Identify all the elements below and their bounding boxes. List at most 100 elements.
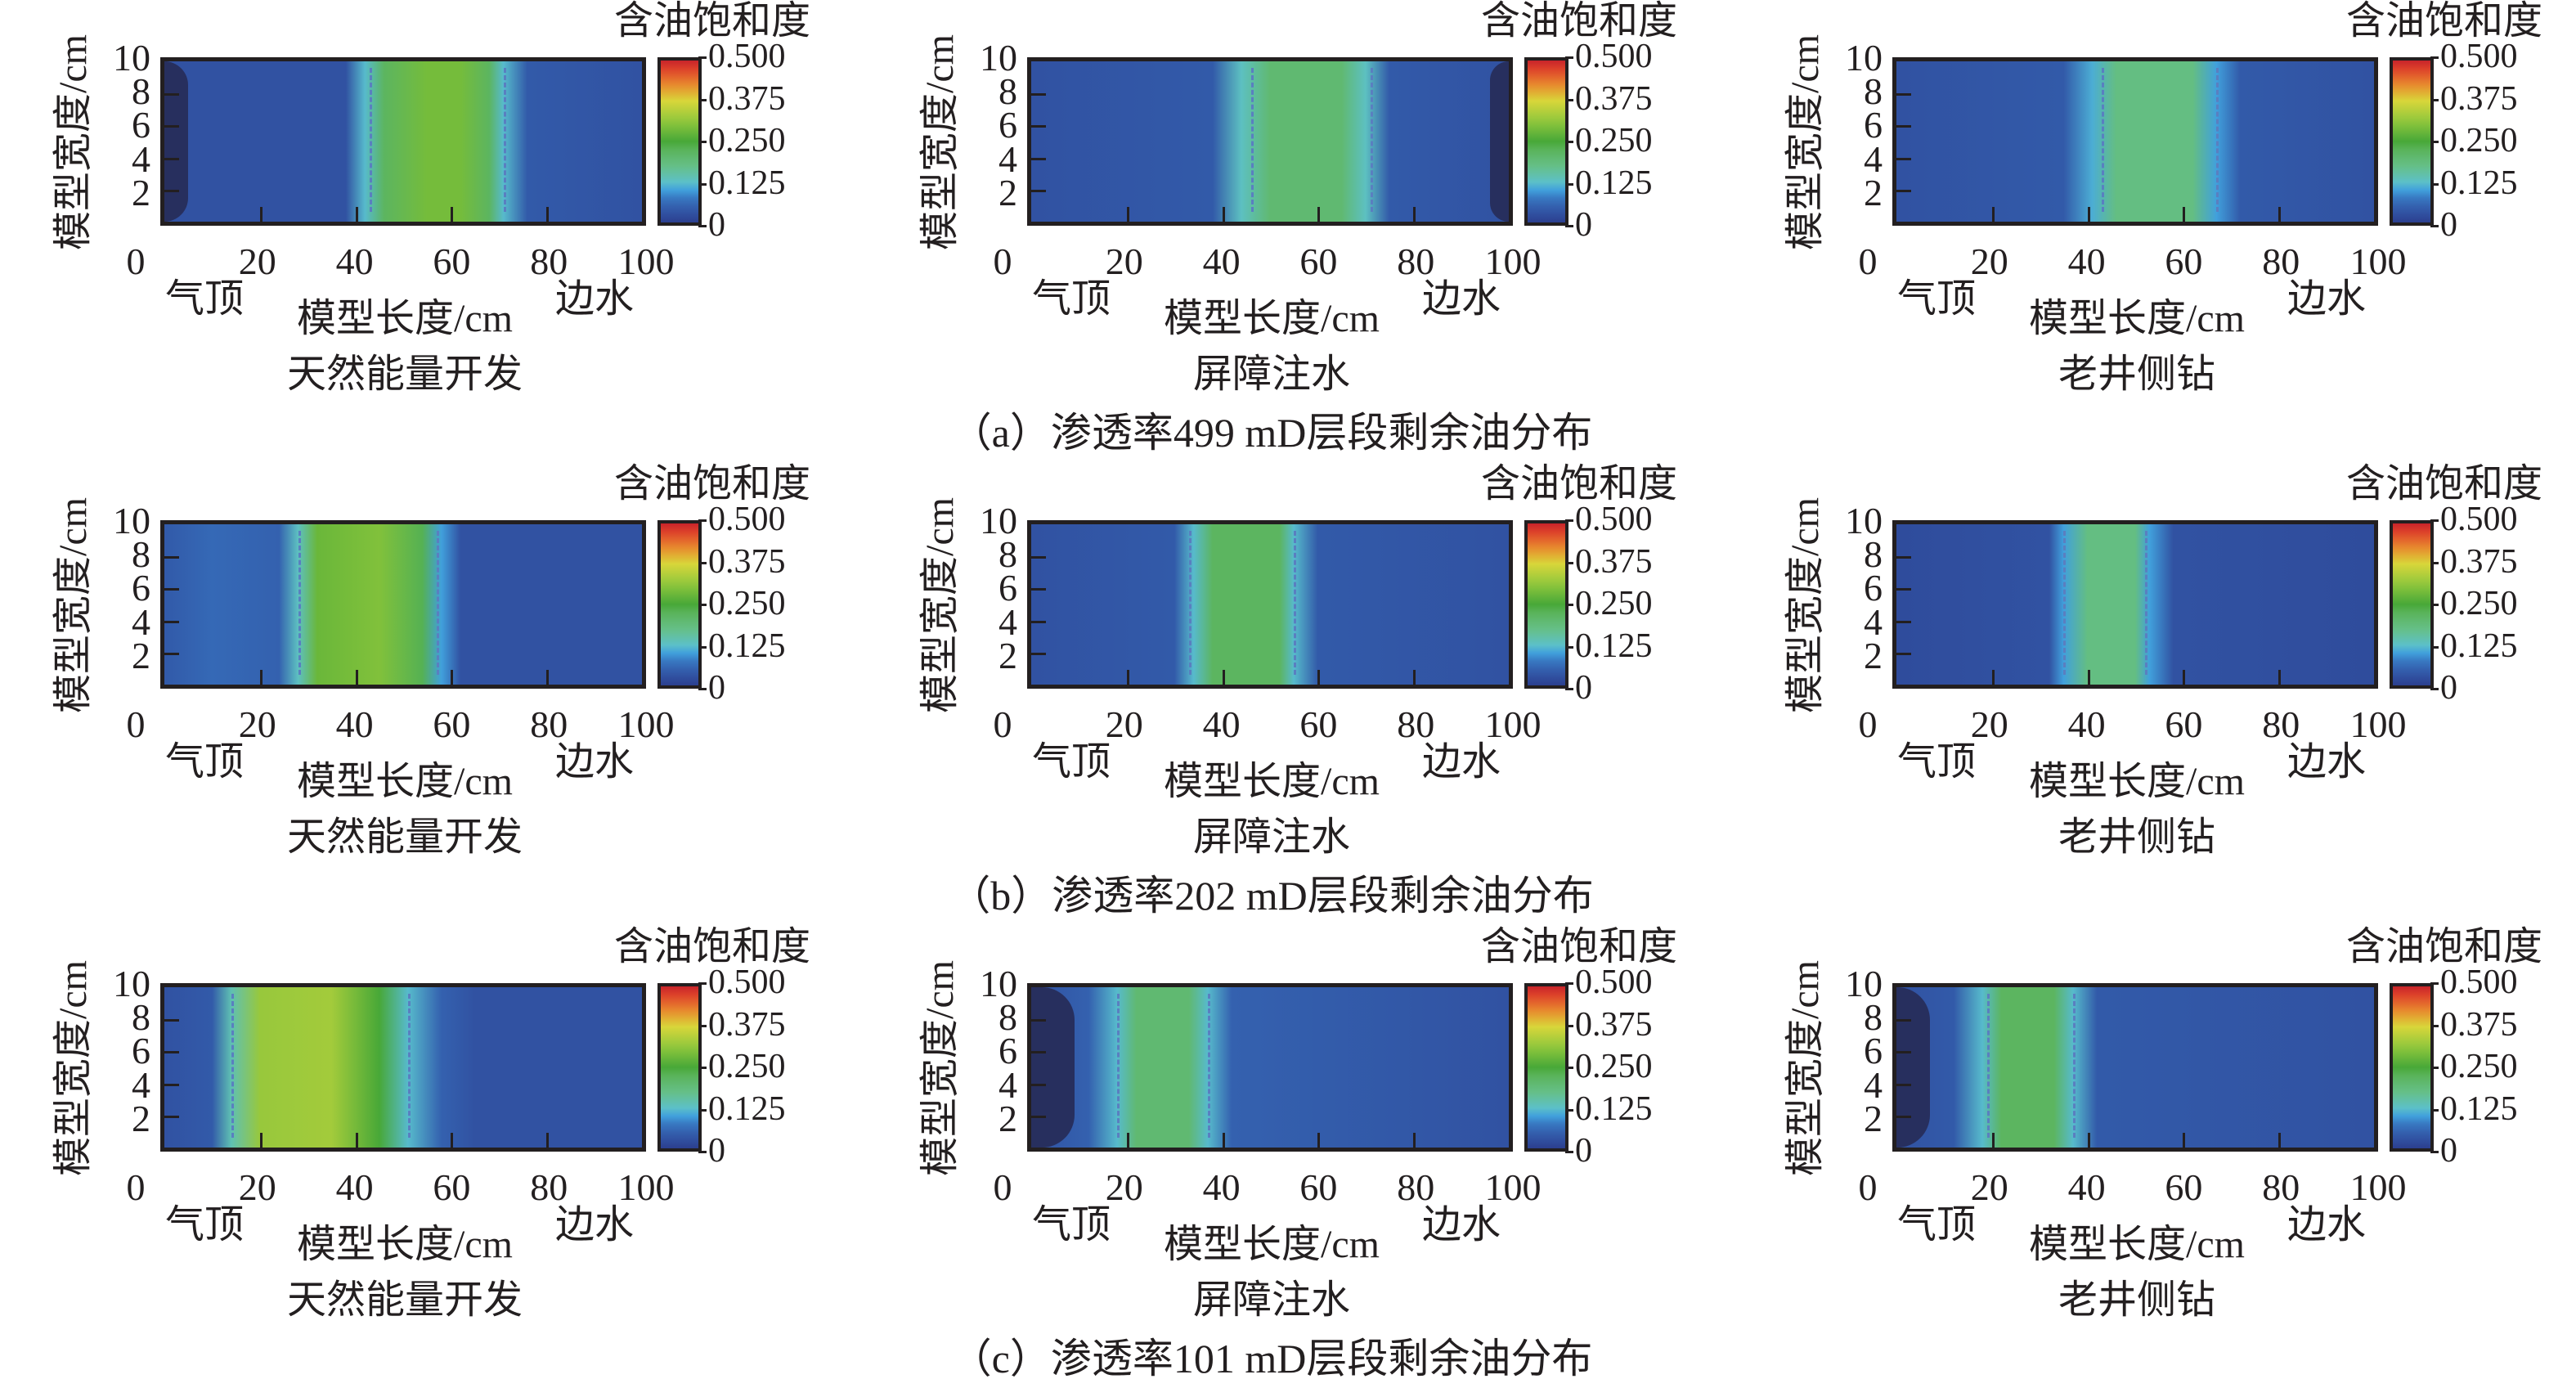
y-tick-mark	[164, 157, 179, 160]
row-caption: （b）渗透率202 mD层段剩余油分布	[949, 873, 1594, 919]
y-tick-mark	[1031, 620, 1046, 623]
colorbar-tick-label: 0.125	[708, 1089, 786, 1128]
y-tick-label: 2	[1864, 171, 1883, 213]
y-tick-label: 8	[1864, 70, 1883, 113]
y-tick-label: 8	[999, 70, 1017, 113]
x-tick-mark	[259, 670, 263, 685]
y-tick-mark	[164, 1019, 179, 1022]
x-tick-mark	[1317, 207, 1321, 222]
y-tick-mark	[164, 588, 179, 591]
x-tick-label: 100	[1484, 1166, 1542, 1208]
colorbar-tick-mark	[1565, 1108, 1573, 1112]
heatmap-plot	[160, 520, 646, 689]
x-tick-label: 60	[1299, 1166, 1338, 1208]
colorbar-tick-label: 0	[708, 1132, 725, 1170]
x-tick-mark	[451, 207, 454, 222]
colorbar-tick-label: 0.500	[1575, 38, 1653, 75]
y-tick-mark	[1031, 1051, 1046, 1054]
panel-title: 天然能量开发	[286, 353, 523, 396]
colorbar-tick-mark	[2430, 1024, 2439, 1027]
y-tick-mark	[164, 620, 179, 623]
colorbar-tick-label: 0.250	[708, 122, 786, 159]
x-tick-label: 60	[1299, 703, 1338, 745]
heatmap-plot	[160, 57, 646, 226]
colorbar-tick-label: 0.500	[2440, 38, 2518, 75]
y-tick-mark	[1896, 556, 1911, 559]
x-tick-mark	[2087, 207, 2090, 222]
edge-water-label: 边水	[1421, 1203, 1501, 1246]
colorbar-tick-label: 0.250	[1575, 585, 1653, 622]
x-tick-label: 60	[1299, 240, 1338, 282]
colorbar-tick-label: 0.250	[2440, 585, 2518, 622]
well-dashed-line	[231, 994, 234, 1138]
x-tick-label: 100	[2349, 240, 2407, 282]
colorbar-tick-mark	[2430, 182, 2439, 186]
row-caption: （c）渗透率101 mD层段剩余油分布	[950, 1336, 1593, 1379]
y-tick-label: 10	[1845, 963, 1883, 1004]
colorbar-title: 含油饱和度	[2345, 462, 2542, 505]
x-tick-label: 40	[2067, 1166, 2106, 1208]
x-axis-title: 模型长度/cm	[1164, 760, 1380, 803]
colorbar-tick-mark	[2430, 1067, 2439, 1069]
colorbar-tick-label: 0.125	[1575, 1089, 1653, 1128]
y-axis-title: 模型宽度/cm	[52, 497, 95, 713]
colorbar-tick-label: 0.500	[2440, 501, 2518, 538]
panel-title: 老井侧钻	[2058, 815, 2216, 859]
x-tick-label: 20	[238, 703, 276, 745]
x-tick-mark	[451, 670, 454, 685]
y-tick-mark	[164, 125, 179, 128]
y-tick-label: 8	[1864, 533, 1883, 576]
colorbar-tick-mark	[2430, 141, 2439, 143]
gas-cap-label: 气顶	[164, 1203, 245, 1246]
colorbar-tick-label: 0.500	[708, 501, 786, 538]
x-tick-label: 20	[238, 240, 276, 282]
edge-water-label: 边水	[554, 740, 635, 784]
y-tick-mark	[1896, 1019, 1911, 1022]
x-tick-label: 40	[335, 703, 374, 745]
colorbar-tick-label: 0.125	[2440, 164, 2518, 202]
colorbar-tick-mark	[2430, 98, 2439, 101]
y-tick-label: 8	[132, 996, 150, 1039]
x-tick-mark	[1222, 670, 1225, 685]
y-axis-title: 模型宽度/cm	[1784, 497, 1827, 713]
well-dashed-line	[2073, 994, 2076, 1138]
y-tick-mark	[1896, 652, 1911, 655]
x-tick-label: 0	[1858, 240, 1878, 282]
x-tick-mark	[1413, 1133, 1416, 1148]
colorbar-tick-mark	[1565, 1151, 1573, 1153]
well-dashed-line	[503, 68, 506, 212]
colorbar-tick-mark	[1565, 688, 1573, 690]
y-tick-label: 2	[132, 1097, 150, 1139]
y-tick-mark	[164, 189, 179, 192]
y-tick-mark	[1031, 157, 1046, 160]
colorbar-tick-label: 0.250	[708, 585, 786, 622]
y-tick-label: 8	[1864, 996, 1883, 1039]
panel-title: 天然能量开发	[286, 1278, 523, 1322]
colorbar-tick-mark	[2430, 561, 2439, 564]
y-tick-label: 4	[132, 1063, 150, 1106]
y-tick-mark	[1031, 1115, 1046, 1118]
colorbar-tick-mark	[1565, 56, 1573, 59]
x-tick-label: 100	[2349, 703, 2407, 745]
x-tick-label: 80	[1397, 1166, 1435, 1208]
y-tick-label: 6	[1864, 104, 1883, 146]
y-tick-label: 4	[999, 600, 1017, 643]
x-tick-label: 40	[1202, 703, 1241, 745]
x-tick-label: 100	[1484, 240, 1542, 282]
colorbar-tick-label: 0.375	[708, 1005, 786, 1044]
colorbar-tick-label: 0.250	[708, 1048, 786, 1085]
x-tick-label: 60	[2165, 703, 2203, 745]
y-tick-label: 8	[132, 533, 150, 576]
x-tick-label: 40	[1202, 240, 1241, 282]
x-tick-label: 0	[993, 703, 1012, 745]
x-tick-label: 20	[1970, 1166, 2008, 1208]
x-tick-mark	[355, 1133, 358, 1148]
y-tick-label: 4	[999, 137, 1017, 180]
x-tick-label: 0	[126, 240, 146, 282]
y-tick-label: 2	[132, 171, 150, 213]
x-tick-mark	[1126, 207, 1129, 222]
colorbar-tick-mark	[698, 225, 707, 227]
colorbar-tick-mark	[2430, 645, 2439, 649]
y-tick-mark	[1896, 1115, 1911, 1118]
x-axis-title: 模型长度/cm	[297, 760, 513, 803]
